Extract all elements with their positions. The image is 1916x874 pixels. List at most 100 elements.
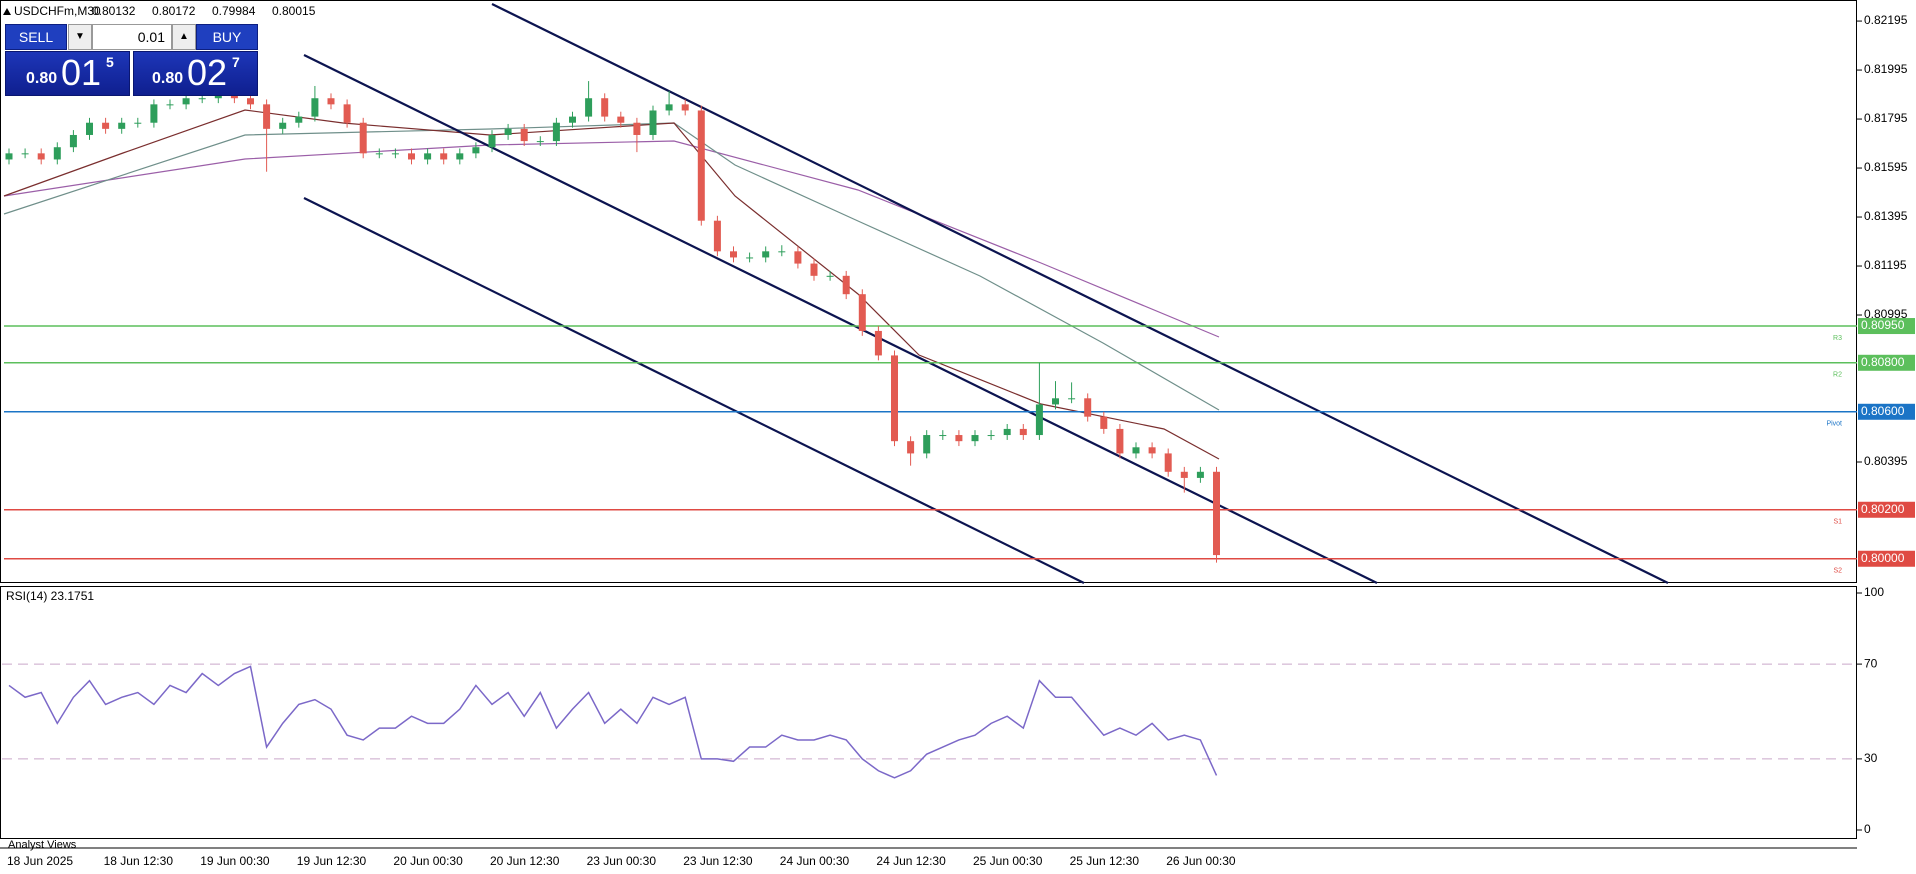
candle-body xyxy=(391,153,399,155)
candle-body xyxy=(987,435,995,437)
level-name: S1 xyxy=(1833,519,1842,526)
candle-body xyxy=(263,104,271,129)
bid-main: 01 xyxy=(61,52,102,93)
candle-body xyxy=(1132,447,1140,454)
candle-body xyxy=(665,104,673,111)
level-label-box xyxy=(1858,501,1915,518)
candle-body xyxy=(21,153,29,155)
candle-body xyxy=(1003,428,1011,436)
candle-body xyxy=(488,134,496,148)
level-name: Pivot xyxy=(1826,421,1842,428)
y-tick-label: 70 xyxy=(1864,656,1878,670)
candle-body xyxy=(102,122,110,129)
rsi-title: RSI(14) 23.1751 xyxy=(6,589,94,603)
y-tick-label: 0.81395 xyxy=(1864,209,1908,223)
candle-body xyxy=(955,435,963,442)
level-label-box xyxy=(1858,318,1915,335)
candle-body xyxy=(552,122,560,142)
candle-body xyxy=(343,104,351,123)
volume-input[interactable]: 0.01 xyxy=(92,24,172,50)
candle-body xyxy=(1213,471,1220,556)
x-tick-label: 23 Jun 12:30 xyxy=(683,854,753,868)
candle-body xyxy=(891,355,898,442)
candle-body xyxy=(858,294,866,331)
candle-body xyxy=(778,251,786,253)
collapse-icon xyxy=(3,8,11,15)
candle-body xyxy=(408,153,415,160)
candle-body xyxy=(150,104,158,123)
bid-price[interactable]: 0.80 01 5 xyxy=(5,51,130,96)
ask-big: 0.80 xyxy=(152,70,184,87)
candle-body xyxy=(1164,453,1172,472)
ma-slow xyxy=(3,140,1220,338)
candle-body xyxy=(375,153,383,155)
bid-small: 5 xyxy=(106,54,114,70)
candle-body xyxy=(86,122,93,135)
y-tick-label: 0.80995 xyxy=(1864,307,1908,321)
x-tick-label: 19 Jun 00:30 xyxy=(200,854,270,868)
level-name: R3 xyxy=(1833,335,1842,342)
channel-line xyxy=(303,54,1378,584)
candle-body xyxy=(53,147,61,160)
candle-body xyxy=(37,153,45,160)
candle-body xyxy=(69,134,77,148)
candle-body xyxy=(730,251,737,258)
y-tick-label: 0.81195 xyxy=(1864,258,1907,272)
y-tick-label: 0 xyxy=(1864,822,1871,836)
candle-body xyxy=(713,220,721,252)
candle-body xyxy=(198,98,206,100)
y-tick-label: 0.80395 xyxy=(1864,454,1908,468)
candle-body xyxy=(1180,471,1188,478)
sell-button[interactable]: SELL xyxy=(5,24,67,50)
candle-body xyxy=(1019,428,1027,436)
ask-price[interactable]: 0.80 02 7 xyxy=(133,51,258,96)
candle-body xyxy=(1035,404,1043,436)
quote: 0.80015 xyxy=(272,4,316,18)
level-price: 0.80950 xyxy=(1861,318,1905,332)
candle-body xyxy=(697,110,705,221)
candle-body xyxy=(424,153,432,160)
candle-body xyxy=(1068,398,1076,400)
candle-body xyxy=(311,98,319,117)
candle-body xyxy=(279,122,287,129)
volume-down[interactable]: ▼ xyxy=(68,24,92,50)
buy-button[interactable]: BUY xyxy=(196,24,258,50)
candle-body xyxy=(520,128,528,142)
level-label-box xyxy=(1858,550,1915,567)
x-tick-label: 26 Jun 00:30 xyxy=(1166,854,1236,868)
y-tick-label: 0.81995 xyxy=(1864,62,1908,76)
x-tick-label: 18 Jun 12:30 xyxy=(104,854,174,868)
candle-body xyxy=(440,153,448,160)
y-tick-label: 0.81595 xyxy=(1864,160,1908,174)
candle-body xyxy=(182,98,190,105)
level-label-box xyxy=(1858,354,1915,371)
candle-body xyxy=(617,116,625,123)
candle-body xyxy=(939,435,947,437)
candle-body xyxy=(633,122,641,135)
candle-body xyxy=(1148,447,1156,454)
channel xyxy=(303,3,1669,584)
rsi-pane xyxy=(0,586,1857,839)
level-price: 0.80600 xyxy=(1861,404,1905,418)
x-tick-label: 25 Jun 12:30 xyxy=(1070,854,1140,868)
candle-body xyxy=(874,330,882,356)
candle-body xyxy=(5,153,13,160)
candle-body xyxy=(456,153,464,160)
candle-body xyxy=(1116,428,1124,454)
candle-body xyxy=(1100,416,1108,429)
candle-body xyxy=(585,98,593,117)
candle-body xyxy=(1084,398,1092,417)
quote: 0.80132 xyxy=(92,4,136,18)
price-pane xyxy=(0,0,1857,583)
candle-body xyxy=(472,147,480,154)
quote: 0.79984 xyxy=(212,4,256,18)
candle-body xyxy=(681,104,689,111)
ma-mid xyxy=(3,122,1220,411)
x-tick-label: 20 Jun 12:30 xyxy=(490,854,560,868)
volume-up[interactable]: ▲ xyxy=(172,24,196,50)
y-tick-label: 0.81795 xyxy=(1864,111,1908,125)
x-tick-label: 23 Jun 00:30 xyxy=(587,854,657,868)
candle-body xyxy=(1196,471,1204,478)
